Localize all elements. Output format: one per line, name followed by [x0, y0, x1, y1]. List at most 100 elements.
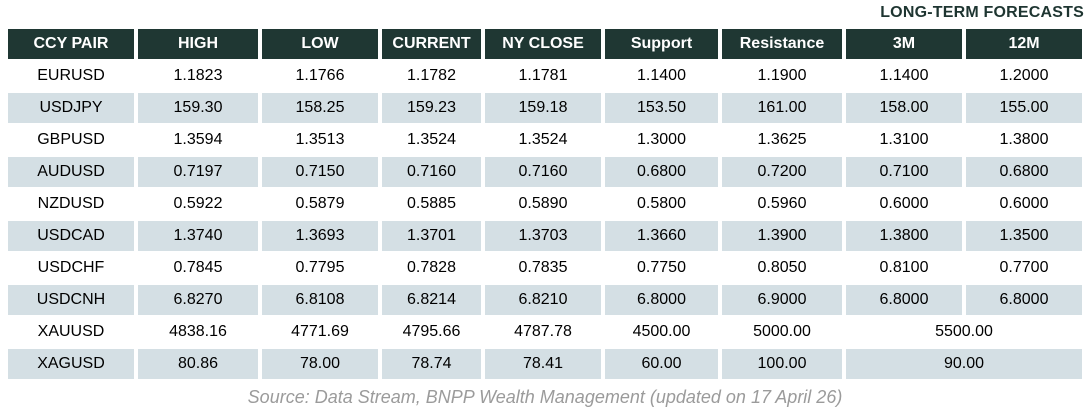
value-cell: 1.3100: [846, 125, 962, 155]
value-cell: 159.30: [138, 93, 258, 123]
table-row: USDCNH 6.8270 6.8108 6.8214 6.8210 6.8000 6.90…: [8, 285, 1082, 315]
column-header-support: Support: [605, 29, 718, 59]
value-cell: 0.7700: [966, 253, 1082, 283]
table-row: USDJPY 159.30 158.25 159.23 159.18 153.50 161.…: [8, 93, 1082, 123]
ccy-pair-cell: USDCAD: [8, 221, 134, 251]
value-cell: 1.3524: [485, 125, 601, 155]
value-cell: 6.8214: [382, 285, 481, 315]
value-cell: 78.74: [382, 349, 481, 379]
ccy-pair-cell: AUDUSD: [8, 157, 134, 187]
value-cell: 159.18: [485, 93, 601, 123]
value-cell: 0.7845: [138, 253, 258, 283]
value-cell: 0.5922: [138, 189, 258, 219]
value-cell: 0.8050: [722, 253, 842, 283]
ccy-pair-cell: NZDUSD: [8, 189, 134, 219]
value-cell: 1.1782: [382, 61, 481, 91]
ccy-pair-cell: USDJPY: [8, 93, 134, 123]
value-cell: 5000.00: [722, 317, 842, 347]
value-cell: 153.50: [605, 93, 718, 123]
table-row: USDCAD 1.3740 1.3693 1.3701 1.3703 1.3660 1.39…: [8, 221, 1082, 251]
value-cell: 155.00: [966, 93, 1082, 123]
value-cell: 1.1823: [138, 61, 258, 91]
table-header-row: CCY PAIR HIGH LOW CURRENT NY CLOSE Support Res…: [8, 29, 1082, 59]
value-cell: 1.3625: [722, 125, 842, 155]
value-cell: 1.3660: [605, 221, 718, 251]
table-row: XAGUSD 80.86 78.00 78.74 78.41 60.00 100.00 90.…: [8, 349, 1082, 379]
value-cell: 0.7197: [138, 157, 258, 187]
value-cell: 159.23: [382, 93, 481, 123]
value-cell: 0.6800: [966, 157, 1082, 187]
value-cell: 6.9000: [722, 285, 842, 315]
value-cell: 1.1400: [605, 61, 718, 91]
value-cell: 4795.66: [382, 317, 481, 347]
value-cell: 6.8000: [966, 285, 1082, 315]
table-row: NZDUSD 0.5922 0.5879 0.5885 0.5890 0.5800 0.59…: [8, 189, 1082, 219]
column-header-3m: 3M: [846, 29, 962, 59]
value-cell: 0.7100: [846, 157, 962, 187]
value-cell: 1.3703: [485, 221, 601, 251]
value-cell: 158.25: [262, 93, 378, 123]
table-row: GBPUSD 1.3594 1.3513 1.3524 1.3524 1.3000 1.36…: [8, 125, 1082, 155]
ccy-pair-cell: XAUUSD: [8, 317, 134, 347]
value-cell: 1.1766: [262, 61, 378, 91]
value-cell: 0.5885: [382, 189, 481, 219]
value-cell: 1.3693: [262, 221, 378, 251]
merged-forecast-cell: 5500.00: [846, 317, 1082, 347]
value-cell: 0.7835: [485, 253, 601, 283]
value-cell: 0.7200: [722, 157, 842, 187]
value-cell: 4787.78: [485, 317, 601, 347]
ccy-pair-cell: USDCHF: [8, 253, 134, 283]
merged-forecast-cell: 90.00: [846, 349, 1082, 379]
ccy-pair-cell: GBPUSD: [8, 125, 134, 155]
value-cell: 4771.69: [262, 317, 378, 347]
value-cell: 6.8210: [485, 285, 601, 315]
value-cell: 1.3524: [382, 125, 481, 155]
value-cell: 1.2000: [966, 61, 1082, 91]
value-cell: 1.3701: [382, 221, 481, 251]
column-header-ccy-pair: CCY PAIR: [8, 29, 134, 59]
value-cell: 0.7828: [382, 253, 481, 283]
value-cell: 1.1900: [722, 61, 842, 91]
fx-forecast-table: CCY PAIR HIGH LOW CURRENT NY CLOSE Support Res…: [4, 27, 1086, 381]
column-header-high: HIGH: [138, 29, 258, 59]
value-cell: 0.5879: [262, 189, 378, 219]
value-cell: 0.5800: [605, 189, 718, 219]
value-cell: 0.7160: [485, 157, 601, 187]
value-cell: 1.3900: [722, 221, 842, 251]
long-term-forecasts-label: LONG-TERM FORECASTS: [880, 4, 1084, 21]
value-cell: 0.6800: [605, 157, 718, 187]
value-cell: 78.00: [262, 349, 378, 379]
value-cell: 78.41: [485, 349, 601, 379]
value-cell: 4838.16: [138, 317, 258, 347]
value-cell: 6.8000: [605, 285, 718, 315]
value-cell: 0.7795: [262, 253, 378, 283]
value-cell: 161.00: [722, 93, 842, 123]
value-cell: 100.00: [722, 349, 842, 379]
table-row: AUDUSD 0.7197 0.7150 0.7160 0.7160 0.6800 0.72…: [8, 157, 1082, 187]
value-cell: 4500.00: [605, 317, 718, 347]
value-cell: 0.7150: [262, 157, 378, 187]
column-header-current: CURRENT: [382, 29, 481, 59]
value-cell: 60.00: [605, 349, 718, 379]
table-row: USDCHF 0.7845 0.7795 0.7828 0.7835 0.7750 0.80…: [8, 253, 1082, 283]
value-cell: 80.86: [138, 349, 258, 379]
column-header-low: LOW: [262, 29, 378, 59]
value-cell: 6.8000: [846, 285, 962, 315]
column-header-12m: 12M: [966, 29, 1082, 59]
ccy-pair-cell: USDCNH: [8, 285, 134, 315]
source-attribution: Source: Data Stream, BNPP Wealth Managem…: [247, 387, 843, 407]
column-header-resistance: Resistance: [722, 29, 842, 59]
value-cell: 0.7750: [605, 253, 718, 283]
value-cell: 1.3740: [138, 221, 258, 251]
value-cell: 1.1400: [846, 61, 962, 91]
value-cell: 1.3594: [138, 125, 258, 155]
value-cell: 0.5890: [485, 189, 601, 219]
value-cell: 6.8108: [262, 285, 378, 315]
value-cell: 0.5960: [722, 189, 842, 219]
table-row: EURUSD 1.1823 1.1766 1.1782 1.1781 1.1400 1.19…: [8, 61, 1082, 91]
value-cell: 1.3800: [966, 125, 1082, 155]
ccy-pair-cell: XAGUSD: [8, 349, 134, 379]
value-cell: 1.1781: [485, 61, 601, 91]
value-cell: 1.3800: [846, 221, 962, 251]
value-cell: 1.3000: [605, 125, 718, 155]
